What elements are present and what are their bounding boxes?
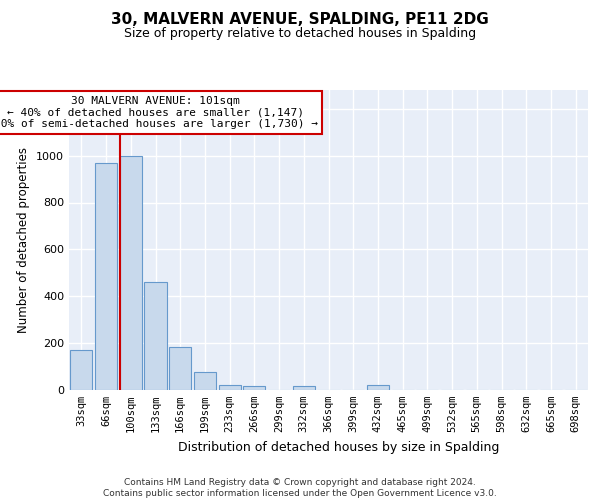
Y-axis label: Number of detached properties: Number of detached properties bbox=[17, 147, 31, 333]
Bar bbox=[119, 156, 142, 390]
Bar bbox=[70, 350, 92, 390]
Bar bbox=[95, 162, 117, 390]
Bar bbox=[218, 385, 241, 390]
Bar bbox=[367, 386, 389, 390]
Bar bbox=[293, 386, 315, 390]
Text: Contains HM Land Registry data © Crown copyright and database right 2024.
Contai: Contains HM Land Registry data © Crown c… bbox=[103, 478, 497, 498]
Text: Size of property relative to detached houses in Spalding: Size of property relative to detached ho… bbox=[124, 28, 476, 40]
Bar bbox=[243, 386, 265, 390]
Bar bbox=[169, 346, 191, 390]
Bar bbox=[194, 372, 216, 390]
Text: 30 MALVERN AVENUE: 101sqm
← 40% of detached houses are smaller (1,147)
60% of se: 30 MALVERN AVENUE: 101sqm ← 40% of detac… bbox=[0, 96, 317, 129]
Text: Distribution of detached houses by size in Spalding: Distribution of detached houses by size … bbox=[178, 441, 500, 454]
Bar bbox=[145, 282, 167, 390]
Text: 30, MALVERN AVENUE, SPALDING, PE11 2DG: 30, MALVERN AVENUE, SPALDING, PE11 2DG bbox=[111, 12, 489, 28]
